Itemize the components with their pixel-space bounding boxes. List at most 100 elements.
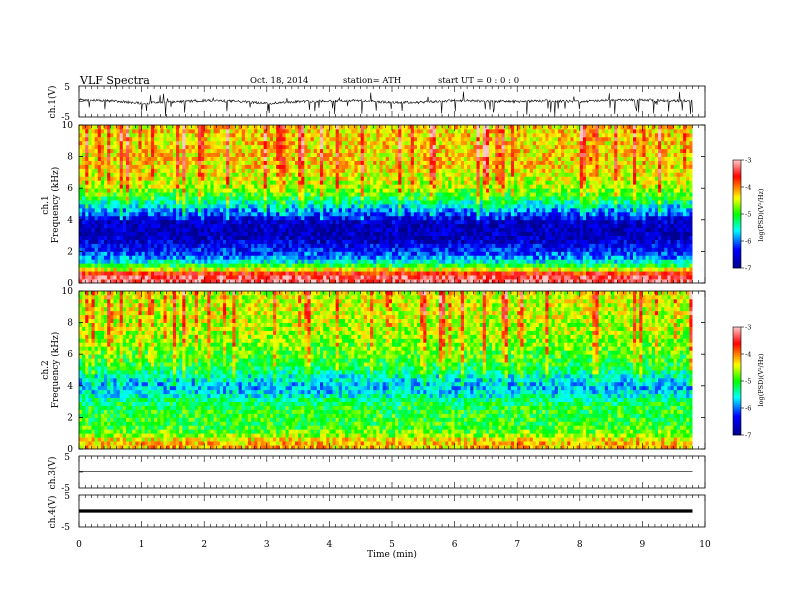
spectrogram-cell: [392, 207, 396, 213]
spectrogram-cell: [135, 152, 139, 157]
spectrogram-cell: [235, 239, 240, 244]
spectrogram-cell: [307, 247, 312, 252]
spectrogram-cell: [426, 168, 430, 173]
spectrogram-cell: [185, 125, 189, 130]
spectrogram-cell: [460, 172, 465, 177]
spectrogram-cell: [351, 200, 355, 205]
spectrogram-cell: [201, 235, 205, 240]
spectrogram-cell: [182, 140, 186, 146]
spectrogram-cell: [266, 279, 271, 284]
spectrogram-cell: [160, 200, 164, 205]
spectrogram-cell: [254, 180, 258, 185]
spectrogram-cell: [100, 251, 105, 256]
spectrogram-cell: [235, 275, 240, 280]
spectrogram-cell: [144, 184, 149, 189]
spectrogram-cell: [235, 255, 240, 260]
spectrogram-cell: [316, 172, 321, 177]
spectrogram-cell: [188, 188, 193, 193]
spectrogram-cell: [135, 128, 139, 134]
spectrogram-cell: [135, 271, 139, 276]
spectrogram-cell: [238, 227, 243, 233]
spectrogram-cell: [122, 279, 127, 284]
spectrogram-cell: [435, 148, 440, 154]
spectrogram-cell: [385, 152, 390, 157]
spectrogram-cell: [282, 235, 286, 240]
spectrogram-cell: [385, 184, 390, 189]
spectrogram-cell: [135, 255, 139, 260]
spectrogram-cell: [122, 231, 127, 236]
spectrogram-cell: [194, 239, 199, 244]
spectrogram-cell: [241, 136, 246, 142]
spectrogram-cell: [222, 275, 227, 280]
spectrogram-cell: [191, 172, 196, 177]
spectrogram-cell: [420, 211, 424, 217]
spectrogram-cell: [232, 219, 236, 225]
spectrogram-cell: [457, 196, 462, 201]
spectrogram-cell: [282, 219, 286, 225]
spectrogram-cell: [448, 144, 452, 150]
spectrogram-cell: [438, 251, 443, 256]
spectrogram-cell: [157, 239, 161, 244]
spectrogram-cell: [273, 200, 277, 205]
spectrogram-cell: [110, 251, 114, 256]
spectrogram-cell: [107, 140, 111, 146]
spectrogram-cell: [401, 239, 405, 244]
spectrogram-cell: [398, 263, 402, 268]
spectrogram-cell: [191, 263, 196, 268]
spectrogram-cell: [298, 223, 302, 229]
spectrogram-cell: [304, 168, 308, 173]
spectrogram-cell: [417, 132, 421, 138]
spectrogram-cell: [188, 219, 193, 225]
spectrogram-cell: [85, 136, 89, 142]
spectrogram-cell: [269, 267, 274, 272]
spectrogram-cell: [276, 176, 280, 181]
spectrogram-cell: [241, 172, 246, 177]
spectrogram-cell: [197, 192, 202, 197]
spectrogram-cell: [251, 231, 255, 236]
spectrogram-cell: [316, 243, 321, 248]
spectrogram-cell: [276, 239, 280, 244]
spectrogram-cell: [216, 192, 221, 197]
spectrogram-cell: [219, 132, 224, 138]
spectrogram-cell: [119, 180, 124, 185]
spectrogram-cell: [463, 172, 468, 177]
spectrogram-cell: [432, 188, 437, 193]
spectrogram-cell: [210, 180, 214, 185]
spectrogram-cell: [404, 223, 409, 229]
spectrogram-cell: [222, 132, 227, 138]
spectrogram-cell: [326, 251, 330, 256]
spectrogram-cell: [382, 172, 387, 177]
spectrogram-cell: [119, 247, 124, 252]
spectrogram-cell: [94, 184, 99, 189]
spectrogram-cell: [413, 176, 418, 181]
spectrogram-cell: [197, 204, 202, 209]
spectrogram-cell: [132, 259, 136, 264]
spectrogram-cell: [269, 125, 274, 130]
spectrogram-cell: [448, 263, 452, 268]
spectrogram-cell: [185, 247, 189, 252]
spectrogram-cell: [207, 247, 211, 252]
spectrogram-cell: [379, 128, 384, 134]
spectrogram-cell: [122, 192, 127, 197]
spectrogram-cell: [307, 125, 312, 130]
spectrogram-cell: [320, 271, 324, 276]
spectrogram-cell: [320, 207, 324, 213]
spectrogram-cell: [445, 168, 449, 173]
spectrogram-cell: [407, 231, 412, 236]
spectrogram-cell: [222, 156, 227, 161]
spectrogram-cell: [345, 263, 349, 268]
spectrogram-cell: [238, 207, 243, 213]
spectrogram-cell: [301, 132, 305, 138]
spectrogram-cell: [201, 128, 205, 134]
spectrogram-cell: [85, 267, 89, 272]
spectrogram-cell: [460, 267, 465, 272]
spectrogram-cell: [323, 247, 327, 252]
spectrogram-cell: [276, 227, 280, 233]
spectrogram-cell: [404, 219, 409, 225]
spectrogram-cell: [460, 152, 465, 157]
spectrogram-cell: [445, 172, 449, 177]
spectrogram-cell: [373, 168, 377, 173]
spectrogram-cell: [282, 132, 286, 138]
spectrogram-cell: [457, 140, 462, 146]
spectrogram-cell: [388, 243, 393, 248]
